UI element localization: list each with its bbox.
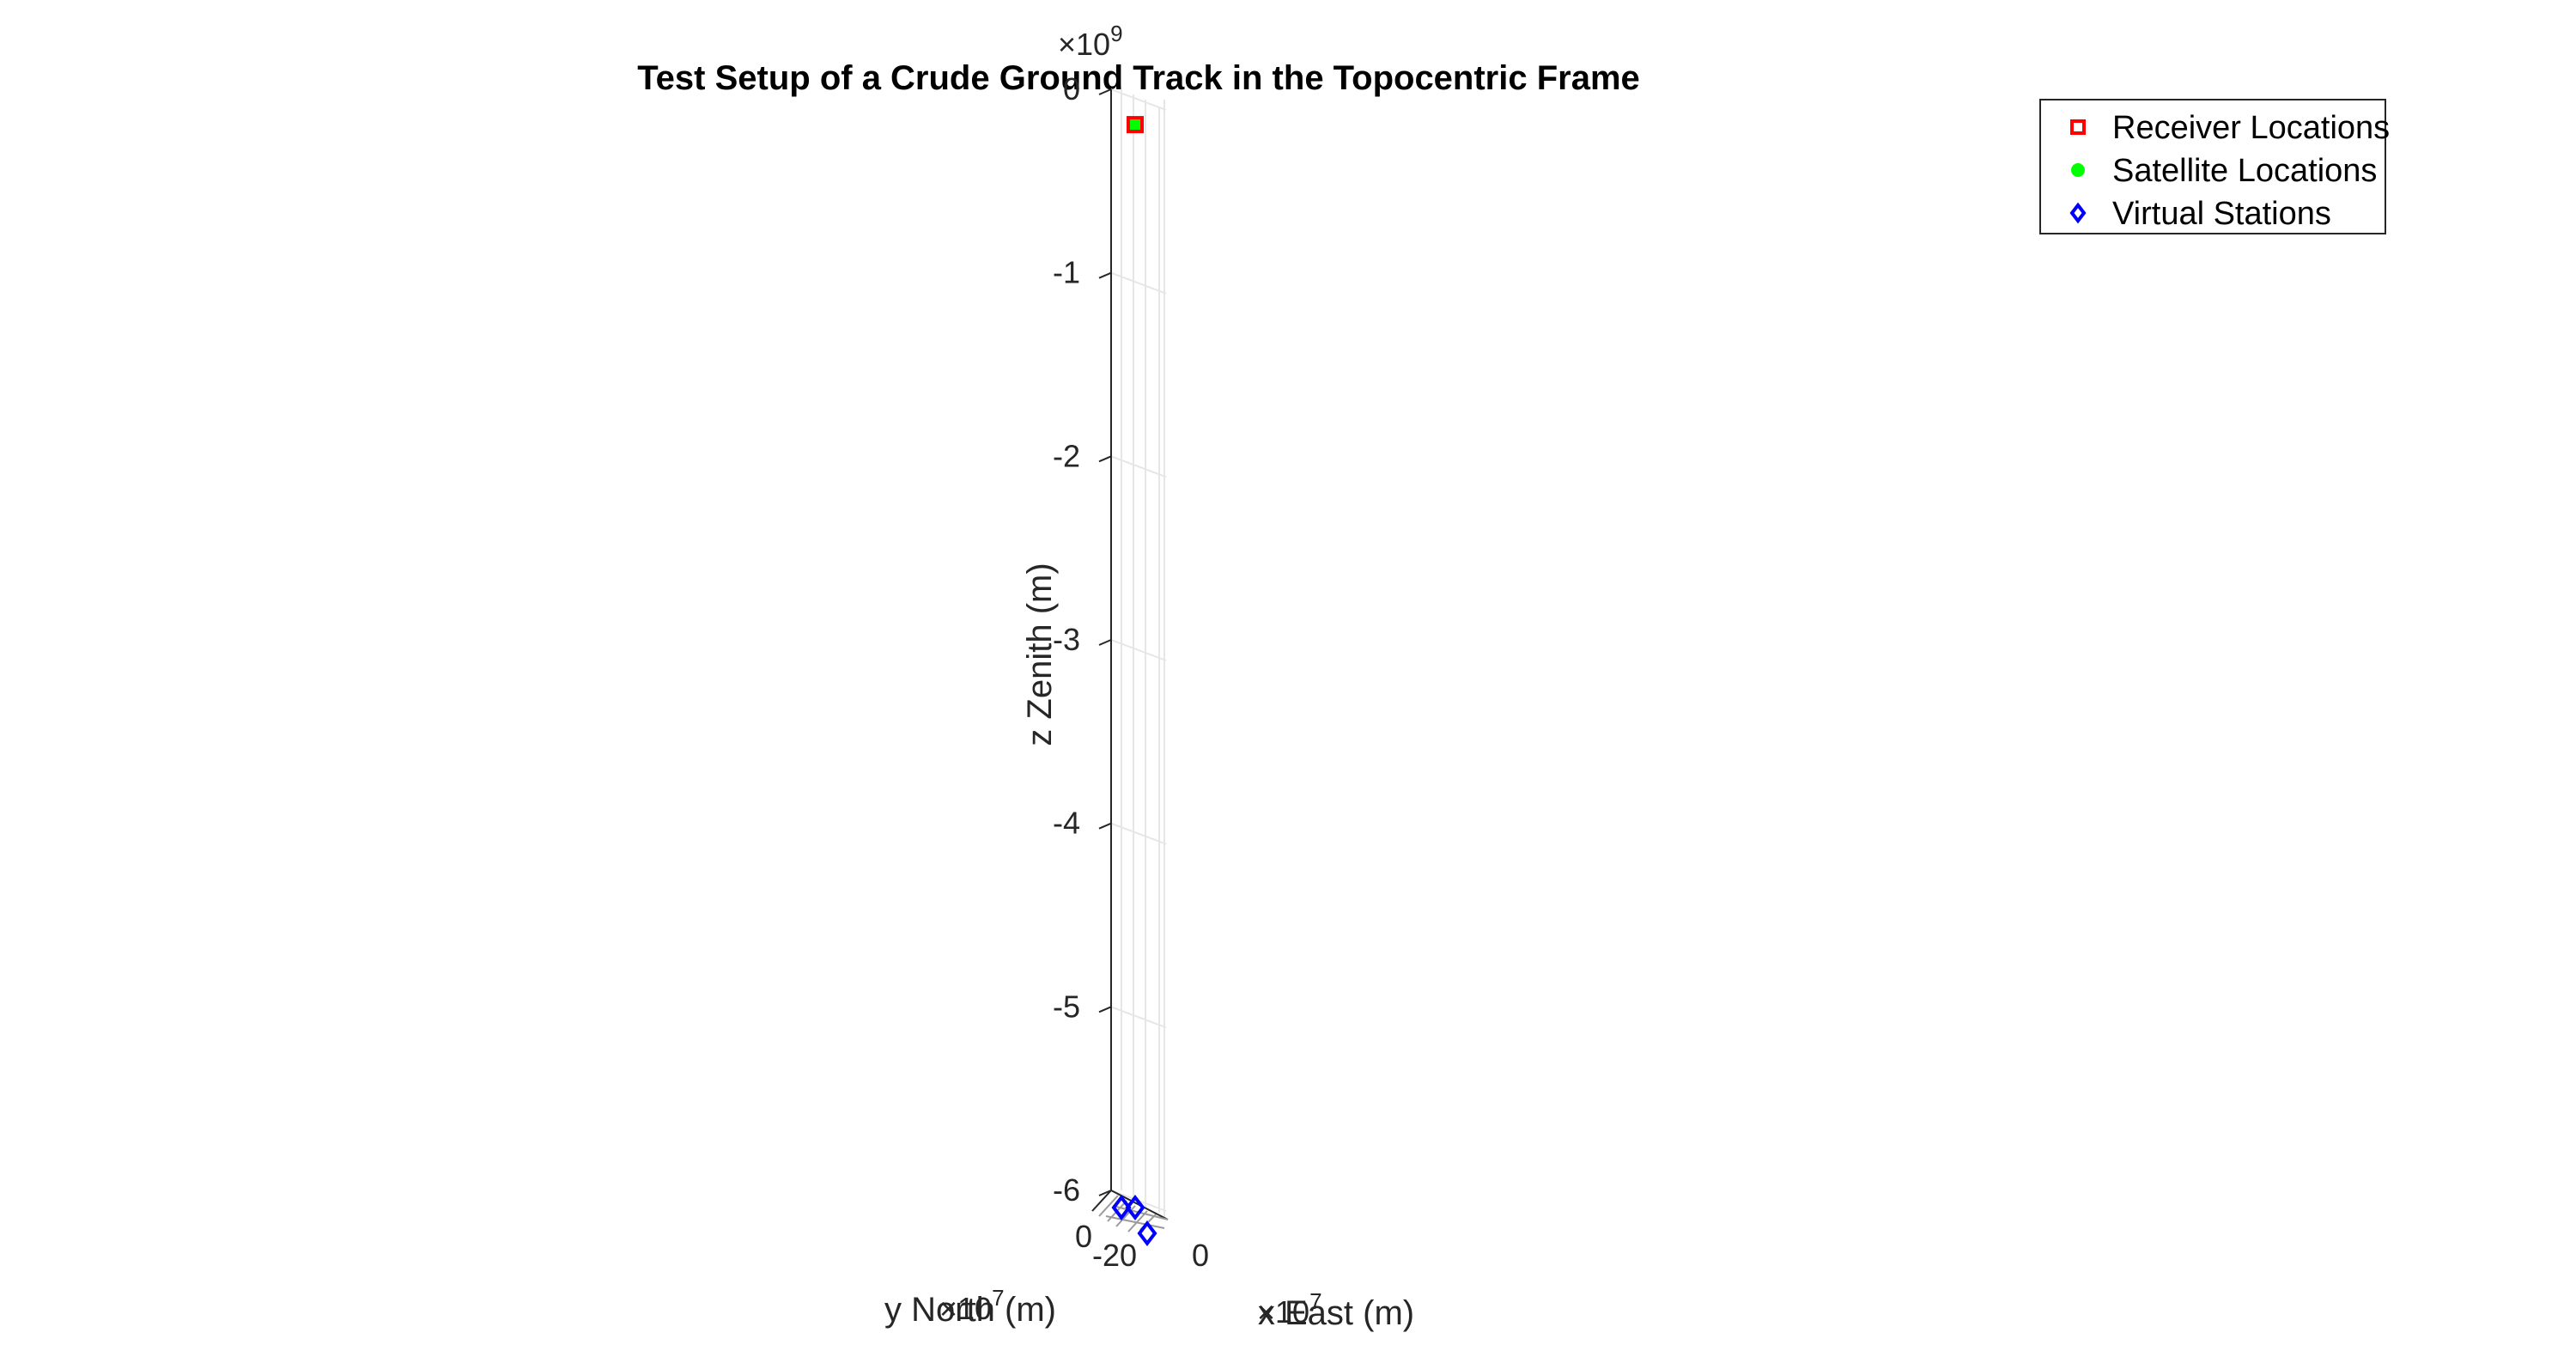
legend-marker-circle (2071, 163, 2085, 177)
z-tick-mark (1098, 822, 1112, 830)
floor-grid-line (1105, 1215, 1165, 1229)
y-tick-label: -20 (1092, 1238, 1137, 1273)
chart-title: Test Setup of a Crude Ground Track in th… (637, 59, 1640, 97)
z-ticks: 0 -1 -2 -3 -4 -5 -6 (1053, 71, 1112, 1208)
z-gridline (1110, 271, 1167, 295)
z-gridline (1110, 88, 1167, 111)
legend: Receiver Locations Satellite Locations Vir… (2039, 99, 2390, 234)
z-tick-mark (1098, 271, 1112, 279)
x-exponent-base: ×10 (1257, 1294, 1309, 1330)
z-tick-label: -2 (1053, 438, 1080, 473)
y-exponent-base: ×10 (939, 1291, 992, 1326)
data-markers (1111, 116, 1157, 1246)
z-tick-label: -1 (1053, 255, 1080, 290)
z-gridline (1110, 822, 1167, 845)
z-gridlines (1110, 88, 1167, 1212)
x-exponent-label: ×107 (1257, 1288, 1322, 1330)
legend-box (2039, 99, 2386, 234)
z-gridline (1110, 1006, 1167, 1029)
z-tick-mark (1098, 455, 1112, 463)
x-tick-label: 0 (1192, 1238, 1209, 1273)
virtual-station-point (1111, 1195, 1132, 1220)
z-tick-label: -5 (1053, 989, 1080, 1024)
receiver-location-point (1127, 116, 1144, 134)
axes-3d: 0-1-2-3-4-5-6 ×109 0 -20 0 z Zenith (m) … (884, 21, 1414, 1332)
floor-grid-line (1098, 1195, 1119, 1217)
z-tick-mark (1098, 88, 1112, 95)
x-axis-label: x East (m) (1258, 1294, 1414, 1332)
z-tick-mark (1098, 1190, 1112, 1196)
z-tick-mark (1098, 1006, 1112, 1013)
floor-grid-line (1115, 1205, 1136, 1227)
z-tick-label: -6 (1053, 1172, 1080, 1208)
y-exponent-label: ×107 (939, 1285, 1005, 1326)
legend-marker-diamond (2069, 202, 2087, 224)
y-exponent-power: 7 (992, 1285, 1004, 1311)
z-tick-label: -4 (1053, 806, 1080, 841)
y-axis-label: y North (m) (884, 1291, 1056, 1329)
z-exponent-base: ×10 (1058, 27, 1110, 62)
legend-marker-square (2070, 119, 2086, 135)
legend-items: Receiver Locations Satellite Locations Vir… (2069, 110, 2390, 232)
virtual-station-point (1125, 1195, 1145, 1220)
legend-entry-label: Satellite Locations (2112, 153, 2377, 189)
z-tick-label: -3 (1053, 622, 1080, 657)
z-exponent-power: 9 (1110, 21, 1122, 46)
legend-entry-label: Receiver Locations (2112, 110, 2390, 146)
y-tick-label: 0 (1075, 1219, 1092, 1254)
virtual-station-point (1137, 1220, 1157, 1246)
z-gridline (1110, 639, 1167, 661)
z-tick-mark (1098, 639, 1112, 646)
satellite-location-point-core (1131, 120, 1139, 130)
z-axis-label: z Zenith (m) (1021, 563, 1059, 745)
x-exponent-power: 7 (1309, 1288, 1321, 1314)
legend-entry-label: Virtual Stations (2112, 196, 2331, 232)
z-tick-label: 0 (1063, 71, 1080, 106)
y-axis-line (1091, 1190, 1112, 1212)
z-gridline (1110, 455, 1167, 478)
z-exponent-label: ×109 (1058, 21, 1123, 62)
